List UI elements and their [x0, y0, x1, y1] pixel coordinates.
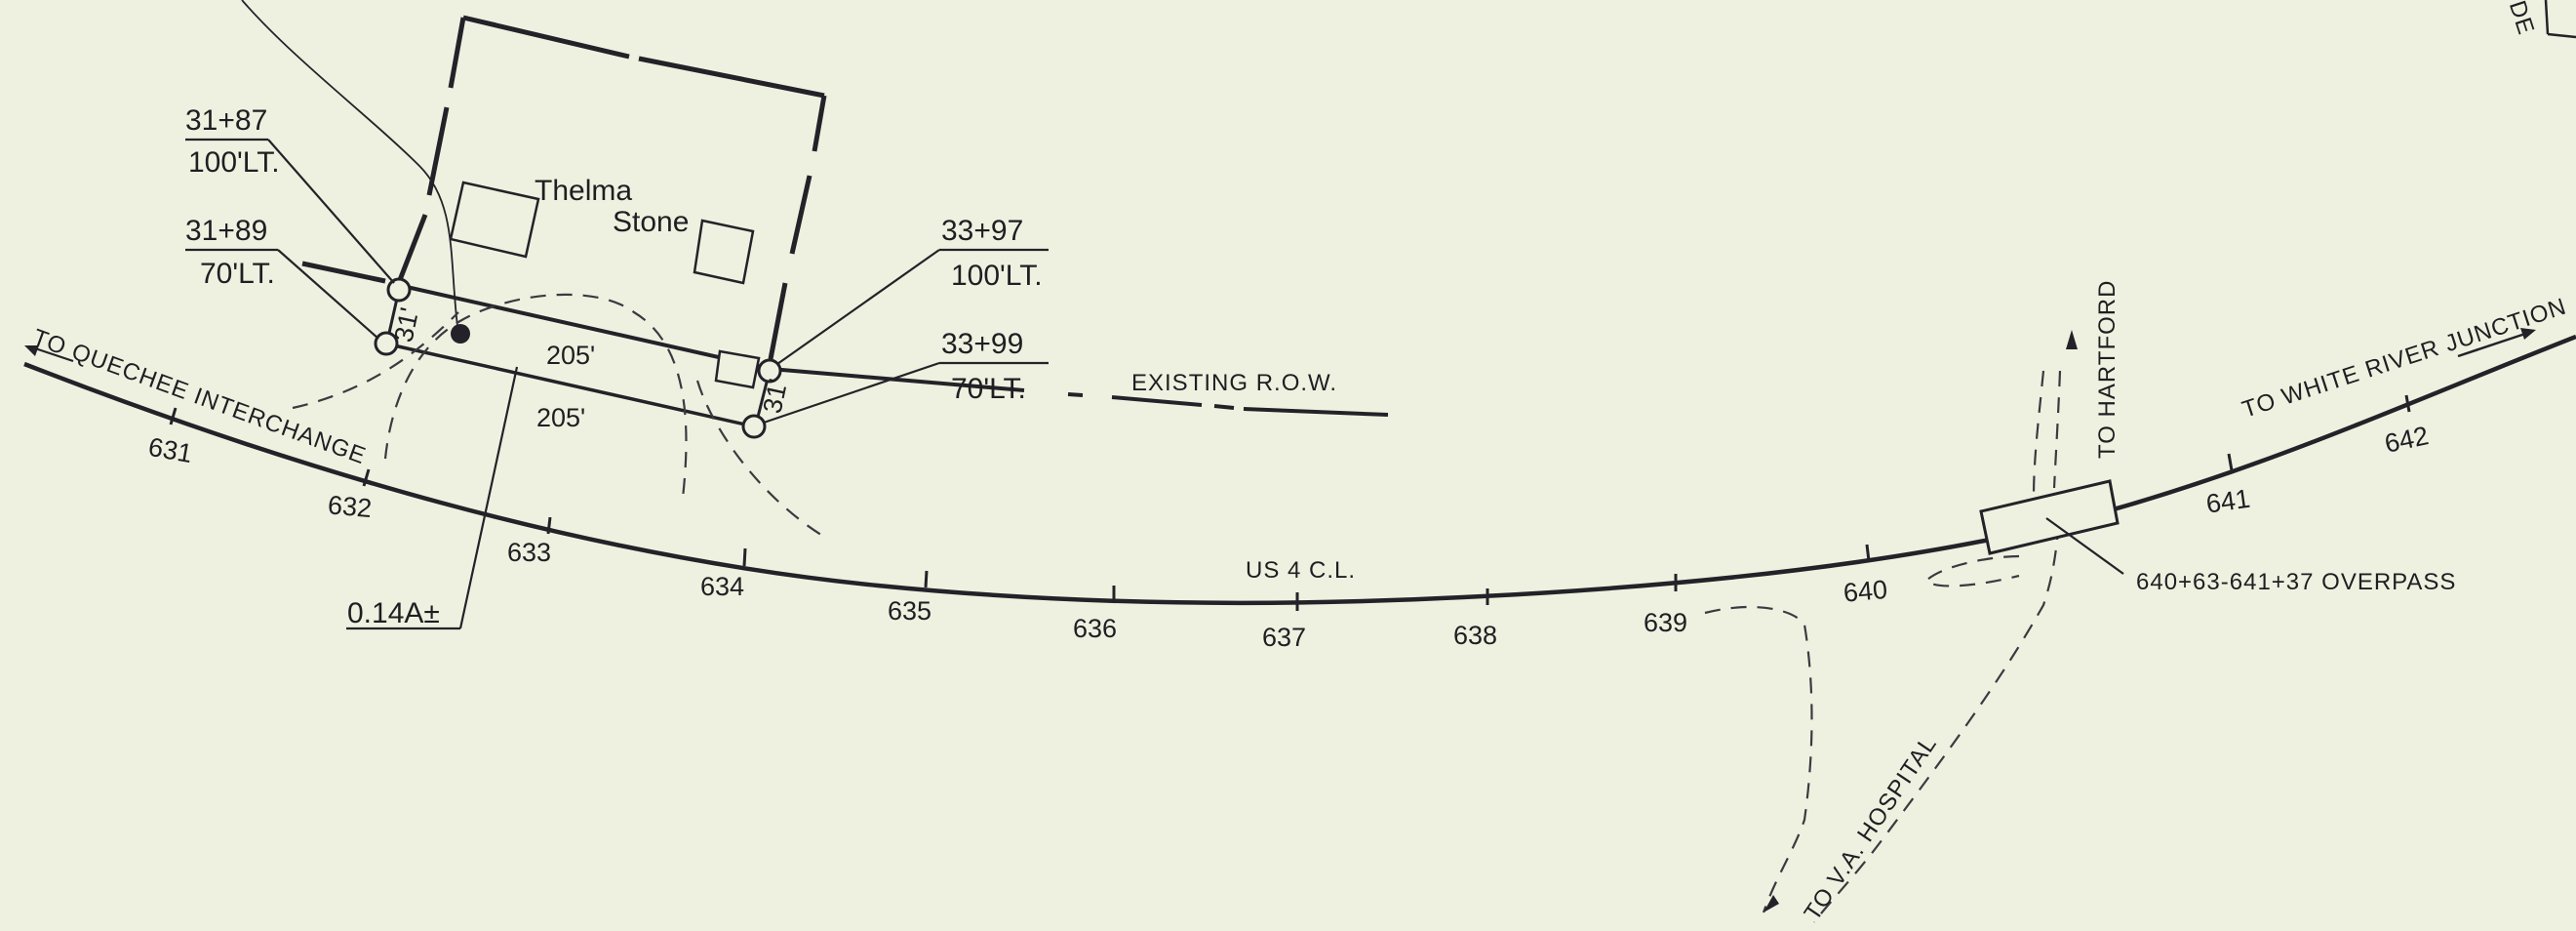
existing-row-label: EXISTING R.O.W.	[1131, 370, 1337, 396]
overpass-label: 640+63-641+37 OVERPASS	[2136, 569, 2456, 595]
owner-last-name: Stone	[613, 206, 689, 238]
station-632: 632	[327, 490, 374, 523]
overpass-structure	[1979, 479, 2120, 555]
proposed-row-line	[384, 342, 755, 428]
point-33-99-offset: 70'LT.	[951, 373, 1026, 405]
station-labels: 631 632 633 634 635 636 637 638 639 640 …	[146, 421, 2432, 652]
point-31-89-offset: 70'LT.	[200, 258, 275, 290]
corner-31-87	[386, 277, 412, 303]
point-31-89-station: 31+89	[185, 215, 267, 247]
width-left-dimension: 31'	[389, 305, 425, 345]
length-bottom-dimension: 205'	[536, 403, 585, 432]
parcel-boundary	[395, 15, 827, 360]
leader-line-utility	[241, 0, 459, 335]
dashed-roads	[292, 293, 2062, 923]
corner-33-97	[757, 358, 782, 384]
owner-first-name: Thelma	[535, 175, 632, 207]
station-637: 637	[1262, 623, 1306, 652]
outbuilding-footprint	[693, 219, 755, 285]
station-640: 640	[1843, 575, 1889, 608]
quechee-arrowhead	[24, 345, 39, 356]
edge-fragment-text: DE	[2504, 0, 2540, 38]
station-641: 641	[2204, 484, 2252, 519]
point-33-97-offset: 100'LT.	[951, 260, 1043, 292]
station-639: 639	[1644, 608, 1687, 637]
white-river-arrowhead	[2520, 328, 2536, 340]
station-638: 638	[1453, 621, 1497, 650]
taking-area-label: 0.14A±	[347, 597, 440, 629]
existing-row-line	[301, 261, 1389, 417]
station-642: 642	[2382, 421, 2431, 459]
house-footprint	[449, 181, 540, 259]
edge-fragment: DE	[2504, 0, 2576, 38]
to-va-hospital-label: TO V.A. HOSPITAL	[1800, 731, 1943, 925]
buildings	[449, 181, 755, 285]
station-634: 634	[700, 572, 744, 601]
station-636: 636	[1073, 614, 1117, 643]
width-right-dimension: 31'	[758, 377, 794, 417]
va-hospital-arrowhead	[1764, 895, 1779, 912]
white-river-arrow	[2457, 330, 2532, 358]
point-leaders	[185, 138, 1049, 630]
utility-pole-marker	[451, 324, 470, 344]
station-635: 635	[888, 596, 931, 626]
point-31-87-station: 31+87	[185, 104, 267, 137]
us4-centerline-label: US 4 C.L.	[1246, 557, 1356, 584]
station-ticks	[169, 394, 2411, 611]
station-633: 633	[507, 538, 551, 567]
us4-centerline	[23, 334, 2576, 606]
well-box	[714, 349, 761, 389]
length-top-dimension: 205'	[546, 341, 595, 370]
point-31-87-offset: 100'LT.	[188, 146, 280, 179]
station-631: 631	[146, 432, 195, 468]
corner-31-89	[374, 331, 399, 356]
hartford-arrowhead	[2066, 330, 2078, 349]
point-33-97-station: 33+97	[941, 215, 1023, 247]
point-33-99-station: 33+99	[941, 328, 1023, 360]
to-quechee-label: TO QUECHEE INTERCHANGE	[29, 324, 370, 469]
overpass-leader	[2045, 517, 2124, 575]
corner-33-99	[741, 414, 767, 439]
to-hartford-label: TO HARTFORD	[2094, 280, 2120, 459]
